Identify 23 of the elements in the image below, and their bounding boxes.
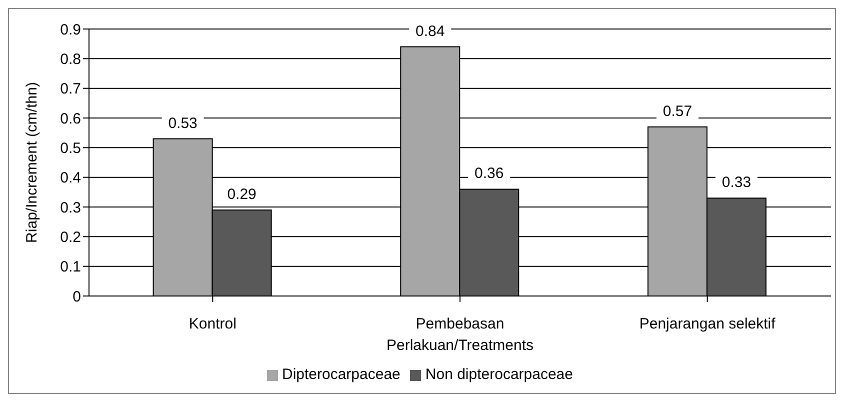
data-label: 0.84 [416,22,445,40]
x-tick-label: Penjarangan selektif [639,316,776,333]
legend-label: Non dipterocarpaceae [425,366,573,383]
x-tick-label: Kontrol [188,316,236,333]
data-label: 0.53 [168,114,198,132]
data-label: 0.36 [474,165,504,182]
y-axis-title: Riap/Increment (cm/thn) [23,82,40,243]
y-tick-label: 0.5 [60,140,81,157]
y-tick-label: 0.2 [60,228,81,246]
x-axis-title: Perlakuan/Treatments [386,337,534,354]
y-tick-label: 0.3 [60,199,81,216]
y-tick-label: 0.8 [60,50,81,68]
y-tick-label: 0.7 [60,80,81,98]
y-tick-label: 0.6 [60,110,81,128]
data-label: 0.33 [722,174,752,192]
y-tick-label: 0.4 [60,170,81,187]
data-label: 0.29 [227,186,256,203]
data-label: 0.57 [662,102,692,120]
y-tick-label: 0 [72,288,81,306]
legend-label: Dipterocarpaceae [282,366,400,383]
y-tick-label: 0.1 [60,258,81,276]
x-tick-label: Pembebasan [416,316,504,333]
y-tick-label: 0.9 [60,21,81,38]
